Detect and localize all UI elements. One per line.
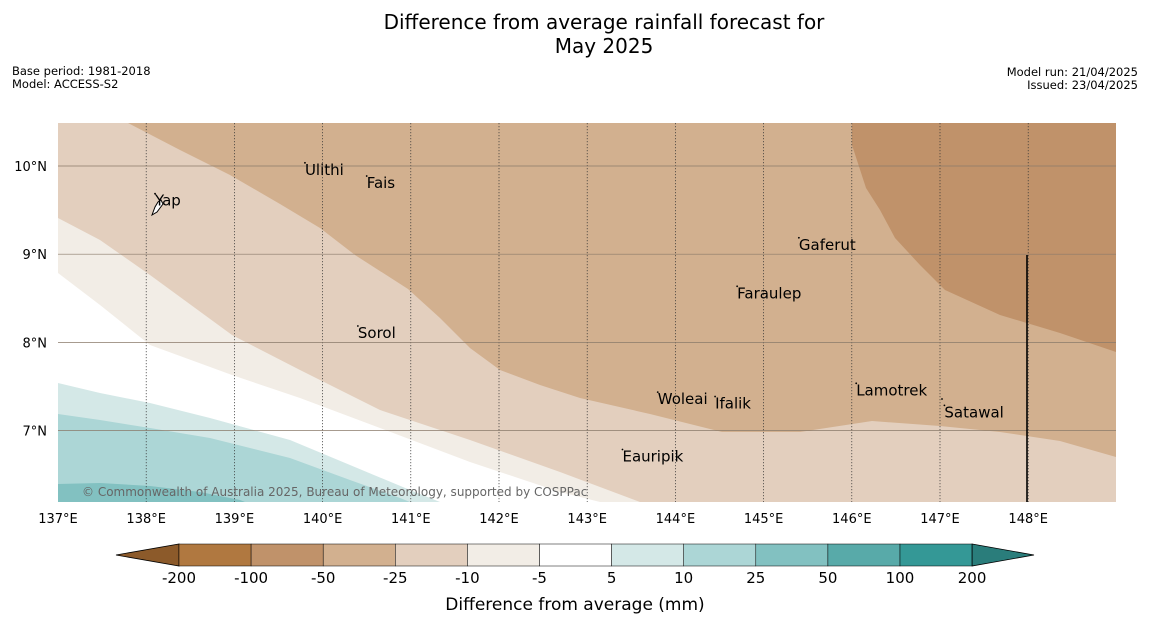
colorbar-segment [827,543,901,567]
colorbar-tick-label: 50 [818,569,837,587]
colorbar-segment [467,543,540,567]
colorbar-segment [683,543,757,567]
title-line-2: May 2025 [554,34,654,58]
place-label-ulithi: Ulithi [305,161,344,179]
lon-tick-label: 146°E [832,512,872,527]
lon-tick-label: 141°E [391,512,431,527]
lat-tick-label: 10°N [14,160,47,175]
colorbar-tick-label: -25 [383,569,408,587]
place-label-lamotrek: Lamotrek [856,381,927,399]
colorbar-extend-low [115,543,180,567]
colorbar: -200 -100 -50 -25 -10 -5 5 10 25 50 100 200 [115,543,1035,587]
colorbar-segment [755,543,829,567]
island-marker [797,236,800,239]
place-label-gaferut: Gaferut [799,236,856,254]
island-marker [943,404,946,407]
band-plus25-plus50 [58,483,245,502]
colorbar-segment [178,543,252,567]
colorbar-tick-label: 100 [886,569,915,587]
place-labels: Ulithi Fais Yap Gaferut Faraulep Sorol Lamotre… [154,161,1004,466]
lat-tick-label: 8°N [23,336,48,351]
island-marker [714,395,716,398]
lon-tick-label: 138°E [126,512,166,527]
meta-left: Base period: 1981-2018 Model: ACCESS-S2 [12,65,151,91]
lon-tick-label: 139°E [215,512,255,527]
lon-tick-label: 140°E [303,512,343,527]
colorbar-title: Difference from average (mm) [445,595,704,615]
lat-tick-label: 9°N [23,248,48,263]
chart-title: Difference from average rainfall forecas… [0,10,1150,58]
colorbar-extend-high [971,543,1035,567]
copyright-text: © Commonwealth of Australia 2025, Bureau… [82,485,587,499]
band-minus50-minus25 [128,123,1116,457]
place-label-satawal: Satawal [944,403,1003,421]
island-marker [621,448,624,451]
colorbar-segment [611,543,684,567]
title-line-1: Difference from average rainfall forecas… [383,10,825,34]
lon-tick-label: 145°E [744,512,784,527]
colorbar-segment [322,543,396,567]
place-label-sorol: Sorol [358,324,396,342]
place-label-yap: Yap [154,192,181,210]
lon-tick-label: 142°E [479,512,519,527]
colorbar-tick-label: 25 [746,569,765,587]
colorbar-segment [539,543,612,567]
colorbar-tick-label: -50 [311,569,336,587]
colorbar-segment [250,543,324,567]
meta-right: Model run: 21/04/2025 Issued: 23/04/2025 [1007,66,1138,92]
island-marker [656,391,659,394]
yap-island [151,199,164,217]
map-area: Ulithi Fais Yap Gaferut Faraulep Sorol Lamotre… [58,123,1116,502]
place-label-woleai: Woleai [658,390,708,408]
lon-tick-label: 143°E [567,512,607,527]
island-marker [855,382,858,385]
colorbar-tick-label: -5 [532,569,547,587]
place-label-eauripik: Eauripik [622,447,683,465]
colorbar-segment [395,543,468,567]
lat-tick-label: 7°N [23,425,48,440]
colorbar-tick-label: 5 [607,569,617,587]
longitude-labels: 137°E 138°E 139°E 140°E 141°E 142°E 143°E 144°E… [38,512,1048,527]
colorbar-tick-label: -100 [234,569,268,587]
model-run: Model run: 21/04/2025 [1006,65,1138,79]
band-minus100-minus50 [852,123,1116,352]
place-label-ifalik: Ifalik [715,395,751,413]
lon-tick-label: 148°E [1008,512,1048,527]
colorbar-segment [899,543,973,567]
lon-tick-label: 144°E [656,512,696,527]
latitude-labels: 10°N 9°N 8°N 7°N [14,160,47,440]
issued-date: Issued: 23/04/2025 [1027,78,1138,92]
island-marker [356,325,359,327]
island-marker [736,285,739,288]
colorbar-tick-label: 200 [958,569,987,587]
place-label-fais: Fais [367,174,396,192]
colorbar-tick-label: 10 [674,569,693,587]
model-name: Model: ACCESS-S2 [12,77,119,91]
island-marker [154,192,156,195]
place-label-faraulep: Faraulep [737,284,801,302]
island-marker [941,398,943,400]
colorbar-tick-label: -200 [162,569,196,587]
map-gridlines [58,123,1116,502]
lon-tick-label: 137°E [38,512,78,527]
colorbar-tick-label: -10 [455,569,480,587]
island-marker [304,161,306,164]
base-period: Base period: 1981-2018 [12,64,151,78]
island-marker [365,175,368,177]
lon-tick-label: 147°E [920,512,960,527]
